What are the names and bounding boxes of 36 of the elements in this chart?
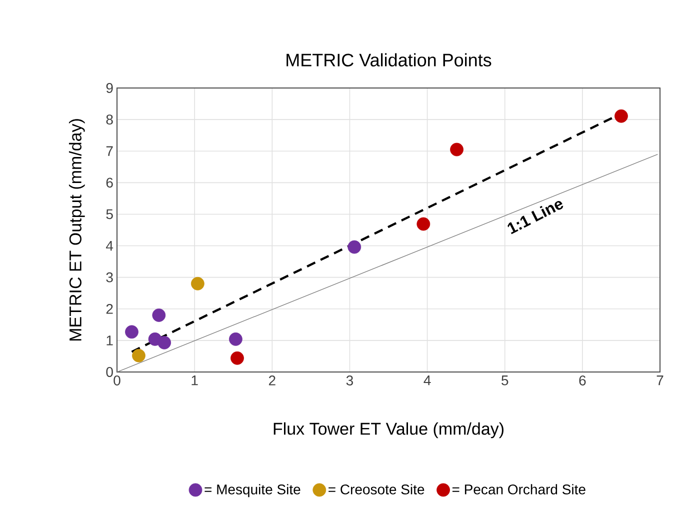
x-tick-label: 5 <box>502 376 508 386</box>
y-tick-label: 8 <box>106 114 113 125</box>
y-tick-label: 6 <box>106 178 113 188</box>
point <box>132 348 146 362</box>
point <box>230 351 244 365</box>
y-tick-label: 7 <box>106 146 113 156</box>
y-tick-label: 3 <box>106 272 113 282</box>
y-tick-label: 2 <box>106 304 113 314</box>
x-tick-label: 1 <box>192 376 198 386</box>
x-tick-label: 4 <box>424 376 431 386</box>
y-tick-label: 1 <box>106 336 113 346</box>
legend-label: = Mesquite Site <box>204 484 300 498</box>
y-axis-title: METRIC ET Output (mm/day) <box>68 119 85 341</box>
x-tick-label: 3 <box>346 376 353 386</box>
y-tick-label: 0 <box>106 367 113 377</box>
point <box>416 217 430 231</box>
point <box>152 308 166 322</box>
point <box>125 325 138 339</box>
y-tick-label: 9 <box>106 83 113 93</box>
annotation: 1:1 Line <box>508 200 564 234</box>
chart-title: METRIC Validation Points <box>286 53 492 66</box>
point <box>614 109 628 123</box>
x-axis-title: Flux Tower ET Value (mm/day) <box>274 422 504 438</box>
point <box>158 336 172 350</box>
x-tick-label: 0 <box>114 376 120 386</box>
point <box>348 240 362 254</box>
point <box>450 142 464 156</box>
x-tick-label: 2 <box>268 376 276 386</box>
y-tick-label: 5 <box>106 209 113 220</box>
point <box>190 276 204 290</box>
x-tick-label: 6 <box>579 376 586 386</box>
point <box>228 332 242 346</box>
legend-label: = Pecan Orchard Site <box>452 484 586 494</box>
x-tick-label: 7 <box>656 376 664 386</box>
y-tick-label: 4 <box>106 240 114 251</box>
legend-label: = Creosote Site <box>328 484 424 494</box>
